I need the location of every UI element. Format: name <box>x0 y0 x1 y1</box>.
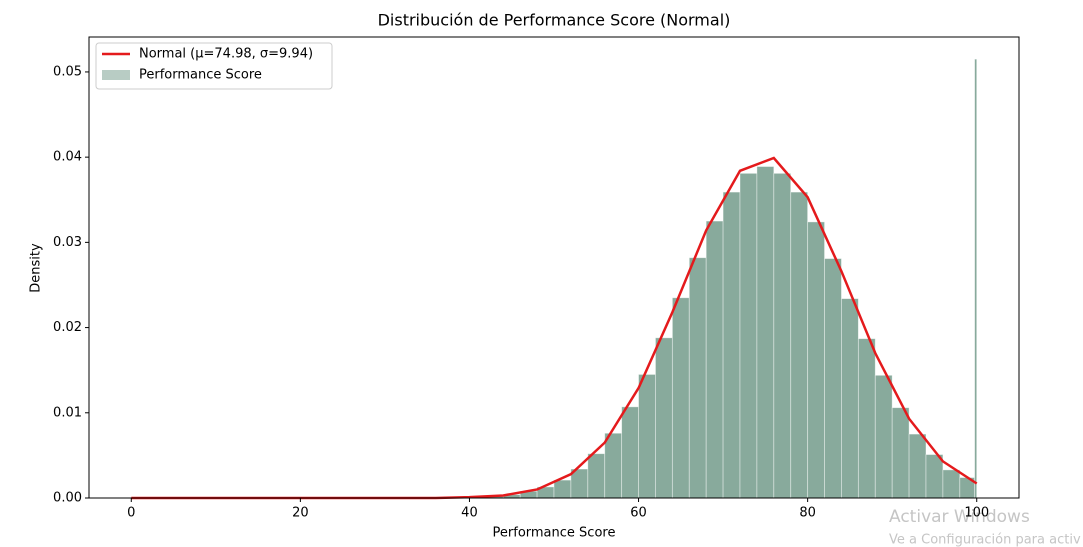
chart-title: Distribución de Performance Score (Norma… <box>378 11 731 30</box>
x-tick-label: 60 <box>630 506 647 521</box>
histogram-bar <box>974 58 978 499</box>
y-tick-label: 0.05 <box>53 64 82 79</box>
histogram-bar <box>553 479 572 499</box>
histogram-bar <box>739 172 758 499</box>
y-tick-label: 0.00 <box>53 491 82 506</box>
histogram-bar <box>756 166 775 499</box>
histogram-bar <box>857 338 876 499</box>
histogram-bar <box>638 374 656 499</box>
histogram-bar <box>874 374 893 499</box>
histogram-bar <box>655 337 673 499</box>
histogram-bar <box>773 172 792 499</box>
histogram-bar <box>688 257 707 499</box>
watermark-subtitle: Ve a Configuración para activ <box>889 533 1081 547</box>
x-tick-label: 40 <box>461 506 478 521</box>
histogram-bar <box>587 453 606 499</box>
y-tick-label: 0.03 <box>53 235 82 250</box>
plot-area <box>131 58 978 500</box>
legend: Normal (μ=74.98, σ=9.94) Performance Scor… <box>95 42 333 90</box>
histogram-bar <box>705 220 724 499</box>
y-tick-label: 0.04 <box>53 150 82 165</box>
legend-box <box>95 42 333 90</box>
histogram-bar <box>925 454 944 499</box>
watermark-title: Activar Windows <box>889 507 1030 527</box>
x-tick-label: 80 <box>799 506 816 521</box>
x-axis-label: Performance Score <box>493 526 616 541</box>
histogram-bar <box>671 297 690 499</box>
x-tick-label: 0 <box>127 506 135 521</box>
histogram-bar <box>790 191 809 499</box>
histogram-bar <box>604 432 623 499</box>
y-tick-label: 0.02 <box>53 320 82 335</box>
y-tick-label: 0.01 <box>53 405 82 420</box>
histogram-bar <box>621 406 639 499</box>
x-tick-label: 20 <box>292 506 309 521</box>
histogram-bar <box>942 469 961 499</box>
y-axis-label: Density <box>29 243 44 293</box>
histogram-bar <box>891 407 910 499</box>
histogram-bar <box>807 221 825 499</box>
legend-label: Normal (μ=74.98, σ=9.94) <box>139 47 313 62</box>
histogram-bar <box>824 258 842 499</box>
histogram-bar <box>722 191 741 499</box>
axes-frame <box>88 36 1020 499</box>
histogram-bar <box>841 298 859 499</box>
x-tick-label: 100 <box>964 506 989 521</box>
histogram-bar <box>908 433 927 499</box>
legend-label: Performance Score <box>139 68 262 83</box>
legend-patch-swatch <box>102 70 130 80</box>
